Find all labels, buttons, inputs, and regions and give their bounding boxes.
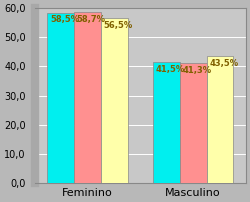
Bar: [206, 56, 233, 183]
Bar: [74, 12, 101, 183]
Bar: [101, 18, 128, 183]
Bar: [180, 63, 206, 183]
Text: 41,5%: 41,5%: [156, 65, 185, 74]
Text: 43,5%: 43,5%: [209, 59, 238, 68]
Bar: [47, 13, 74, 183]
Text: 41,3%: 41,3%: [182, 66, 212, 75]
Bar: [153, 62, 180, 183]
Text: 58,5%: 58,5%: [50, 15, 79, 24]
Text: 58,7%: 58,7%: [77, 15, 106, 24]
Text: 56,5%: 56,5%: [104, 21, 133, 30]
